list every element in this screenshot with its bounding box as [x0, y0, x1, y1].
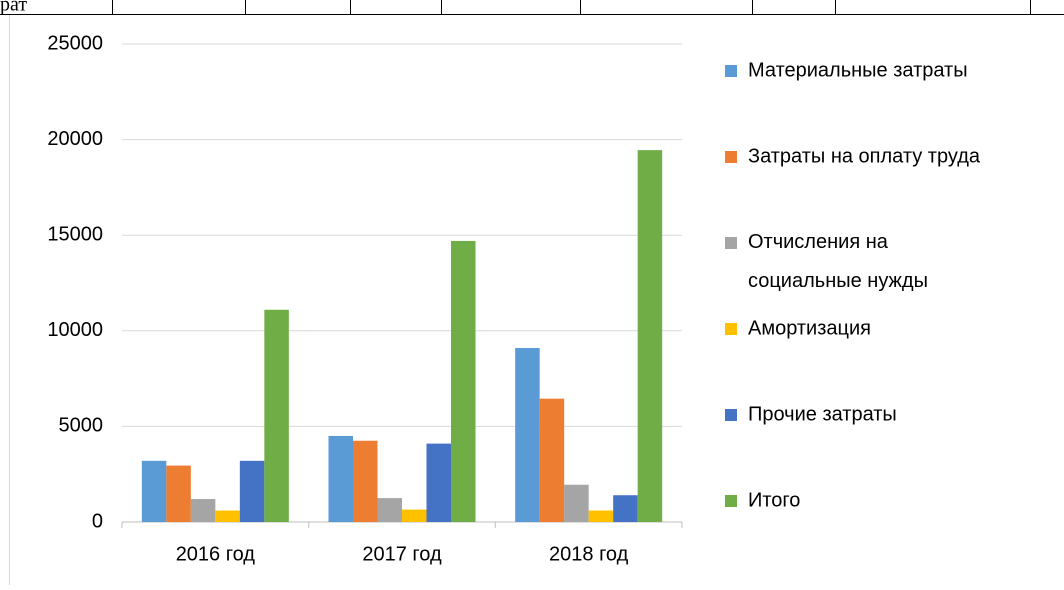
- bar: [190, 499, 216, 522]
- bar: [353, 440, 378, 522]
- legend-swatch: [725, 237, 737, 249]
- legend-label: Амортизация: [748, 317, 871, 339]
- legend-label: Материальные затраты: [748, 59, 968, 81]
- y-tick-label: 5000: [59, 415, 104, 437]
- legend-swatch: [725, 495, 737, 507]
- table-fragment: [0, 0, 1064, 15]
- bar: [239, 460, 265, 522]
- x-tick-label: 2018 год: [549, 543, 629, 565]
- bar: [637, 150, 663, 522]
- bar: [141, 460, 167, 522]
- legend-label: Отчисления на социальные нужды: [748, 231, 928, 292]
- bar: [515, 348, 540, 522]
- bar: [264, 309, 289, 522]
- x-tick-label: 2016 год: [176, 543, 256, 565]
- bar: [166, 465, 191, 522]
- legend-swatch: [725, 65, 737, 77]
- bar: [328, 435, 353, 522]
- y-tick-label: 20000: [47, 128, 103, 150]
- bar: [377, 498, 402, 522]
- y-tick-label: 10000: [47, 319, 103, 341]
- legend-swatch: [725, 409, 737, 421]
- bar: [426, 443, 451, 522]
- legend-label: Итого: [748, 489, 800, 511]
- y-tick-label: 15000: [47, 223, 103, 245]
- y-tick-label: 25000: [47, 32, 103, 54]
- bar: [539, 398, 565, 522]
- legend-swatch: [725, 151, 737, 163]
- bar: [402, 509, 427, 522]
- bar: [564, 484, 589, 522]
- bar: [451, 240, 476, 522]
- legend-label: Затраты на оплату труда: [748, 145, 981, 167]
- y-tick-label: 0: [92, 510, 103, 532]
- bar: [613, 495, 638, 522]
- x-tick-label: 2017 год: [362, 543, 442, 565]
- legend-label: Прочие затраты: [748, 403, 897, 425]
- table-text: рат: [0, 0, 27, 16]
- bar: [588, 510, 614, 522]
- bar: [215, 510, 240, 522]
- legend-swatch: [725, 323, 737, 335]
